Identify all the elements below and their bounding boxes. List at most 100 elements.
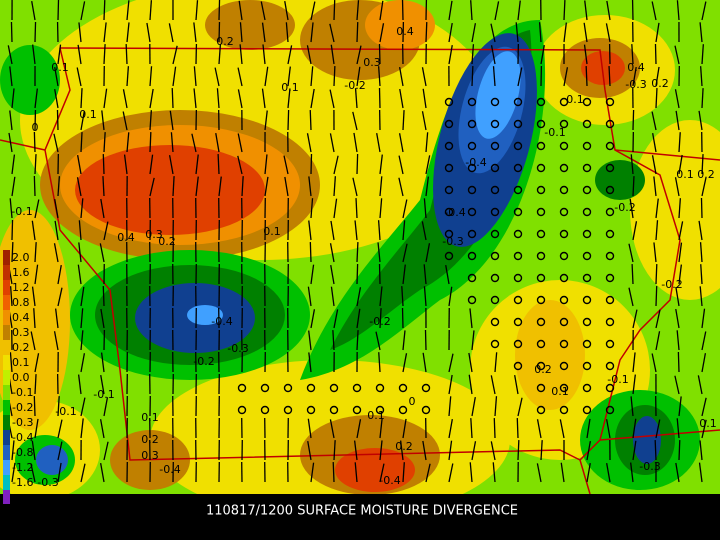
wind-barb [264, 176, 269, 197]
wind-barb [630, 462, 634, 483]
contour-label: 0.3 [141, 449, 159, 462]
wind-barb [34, 264, 39, 285]
calm-wind [536, 185, 546, 195]
wind-barb [676, 0, 680, 21]
calm-wind [375, 383, 385, 393]
wind-barb [517, 397, 523, 417]
wind-barb [514, 375, 519, 395]
wind-barb [329, 419, 335, 439]
wind-barb [701, 177, 707, 197]
wind-barb [448, 419, 453, 439]
wind-barb [214, 67, 220, 87]
legend-label: -0.3 [12, 416, 33, 429]
wind-barb [425, 132, 429, 153]
wind-barb [31, 1, 36, 21]
legend-label: -0.8 [12, 446, 33, 459]
wind-barb [563, 0, 566, 21]
wind-barb [448, 0, 453, 21]
wind-barb [398, 177, 404, 197]
wind-barb [536, 463, 542, 483]
wind-barb [333, 176, 337, 197]
legend-swatch [3, 475, 10, 490]
wind-barb [470, 0, 473, 21]
contour-fill: 0.20.40.30.1 -0.20.10.100.4-0.3 0.20.1-0.1… [0, 0, 720, 494]
wind-barb [57, 287, 63, 307]
calm-wind [467, 97, 477, 107]
wind-barb [425, 155, 431, 175]
wind-barb [57, 419, 63, 439]
wind-barb [8, 132, 13, 153]
wind-barb [586, 462, 591, 483]
wind-barb [33, 132, 36, 153]
wind-barb [651, 353, 657, 373]
wind-barb [469, 462, 473, 483]
wind-barb [126, 22, 130, 43]
wind-barb [651, 155, 657, 175]
wind-barb [398, 133, 404, 153]
calm-wind [513, 361, 523, 371]
wind-barb [585, 66, 588, 87]
wind-barb [78, 242, 82, 263]
contour-label: 0.4 [396, 25, 414, 38]
wind-barb [237, 67, 243, 87]
wind-barb [630, 396, 634, 417]
calm-wind [490, 185, 500, 195]
wind-barb [425, 176, 430, 197]
calm-wind [605, 97, 615, 107]
wind-barb [217, 154, 220, 175]
calm-wind [605, 119, 615, 129]
wind-barb [80, 286, 85, 307]
wind-barb [655, 88, 658, 109]
contour-label: 0.1 [367, 409, 385, 422]
wind-barb [195, 0, 199, 21]
wind-barb [678, 242, 683, 263]
calm-wind [536, 273, 546, 283]
wind-barb [333, 440, 336, 461]
wind-barb [239, 44, 243, 65]
wind-barb [310, 309, 316, 329]
legend-swatch [3, 250, 10, 265]
contour-label: 0.4 [627, 61, 645, 74]
wind-barb [651, 1, 657, 21]
wind-barb [216, 88, 220, 109]
wind-barb [125, 44, 128, 65]
wind-barb [310, 1, 316, 21]
legend-swatch [3, 340, 10, 355]
calm-wind [490, 295, 500, 305]
wind-barb [218, 0, 221, 21]
calm-wind [559, 405, 569, 415]
calm-wind [490, 163, 500, 173]
wind-barb [33, 308, 36, 329]
wind-barb [287, 110, 290, 131]
wind-barb [379, 308, 382, 329]
calm-wind [490, 207, 500, 217]
wind-barb [402, 264, 406, 285]
wind-barb [630, 154, 634, 175]
calm-wind [605, 317, 615, 327]
calm-wind [605, 295, 615, 305]
legend-swatch [3, 325, 10, 340]
wind-barb [310, 154, 313, 175]
calm-wind [421, 383, 431, 393]
contour-label: -0.3 [442, 235, 463, 248]
wind-barb [9, 110, 13, 131]
wind-barb [310, 22, 314, 43]
wind-barb [310, 264, 315, 285]
wind-barb [517, 67, 523, 87]
calm-wind [582, 339, 592, 349]
wind-barb [490, 23, 496, 43]
calm-wind [582, 295, 592, 305]
calm-wind [444, 251, 454, 261]
wind-barb [172, 176, 175, 197]
wind-barb [11, 462, 16, 483]
calm-wind [513, 339, 523, 349]
calm-wind [582, 185, 592, 195]
wind-barb [101, 110, 105, 131]
contour-label: 0.2 [158, 235, 176, 248]
calm-wind [513, 295, 523, 305]
wind-barb [379, 418, 383, 439]
wind-barb [423, 198, 427, 219]
wind-barb [356, 242, 359, 263]
wind-barb [379, 176, 383, 197]
